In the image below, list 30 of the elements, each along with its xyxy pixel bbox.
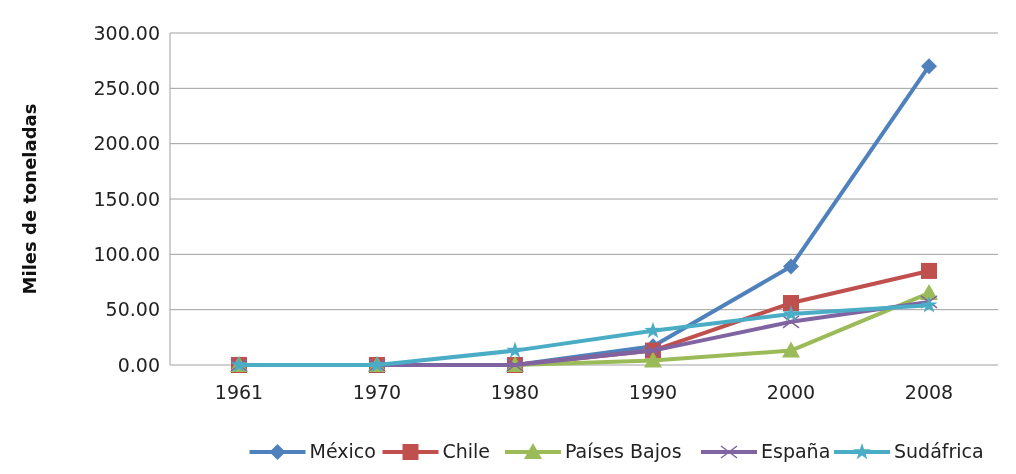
y-tick-label: 50.00 [105,298,160,321]
x-tick-label: 2008 [904,381,954,403]
y-tick-label: 200.00 [93,132,160,155]
point [921,58,937,75]
legend-label: México [309,440,376,462]
x-tick-label: 1980 [490,381,540,403]
x-tick-label: 1970 [352,381,402,403]
point [783,258,799,275]
point [506,341,524,358]
point [644,321,662,338]
y-tick-label: 150.00 [93,187,160,210]
point [920,296,938,313]
point [644,351,662,368]
point [782,305,800,322]
point [782,315,800,329]
legend-label: Chile [442,440,491,462]
y-tick-label: 0.00 [117,353,160,376]
point [783,295,799,312]
legend-label: Sudáfrica [894,440,984,462]
legend-label: España [761,440,831,462]
y-tick-label: 100.00 [93,242,160,265]
y-tick-label: 300.00 [93,21,160,44]
x-tick-label: 1961 [214,381,264,403]
legend-label: Países Bajos [565,440,682,462]
x-tick-label: 1990 [628,381,678,403]
point [782,341,800,358]
x-tick-label: 2000 [766,381,816,403]
point [921,262,937,279]
y-axis-title: Miles de toneladas [19,103,40,295]
y-tick-label: 250.00 [93,76,160,99]
